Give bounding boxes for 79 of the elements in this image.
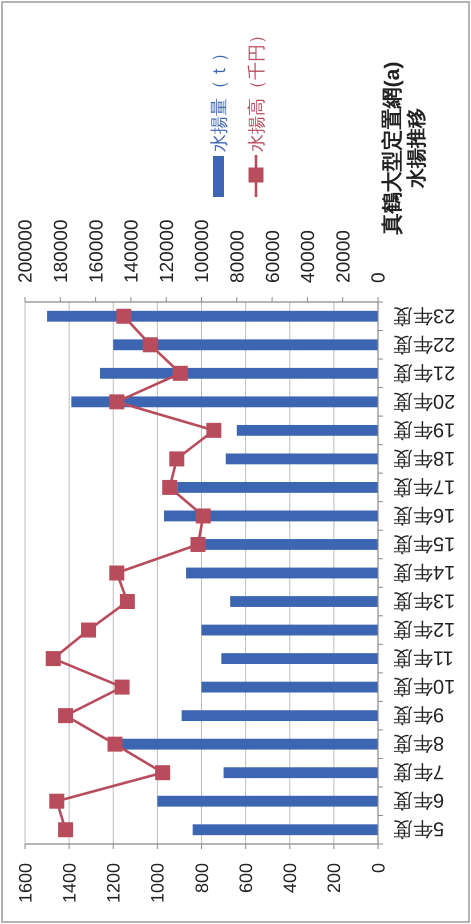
point xyxy=(49,794,64,809)
point xyxy=(58,822,74,838)
x-tick-label: 0 xyxy=(368,863,388,874)
x2-tick-label: 180000 xyxy=(50,220,72,283)
bar xyxy=(192,824,378,836)
point xyxy=(190,536,206,552)
point xyxy=(169,451,184,466)
chart-subtitle: 水揚推移 xyxy=(406,108,428,189)
y-tick-label: 10年度 xyxy=(393,675,456,698)
y-tick-label: 8年度 xyxy=(393,732,444,754)
bar xyxy=(221,653,378,664)
point xyxy=(120,594,135,610)
x2-tick-label: 80000 xyxy=(227,230,248,283)
y-tick-label: 15年度 xyxy=(393,532,456,554)
y-tick-label: 5年度 xyxy=(393,818,444,840)
y-tick-label: 11年度 xyxy=(393,646,454,669)
x2-tick-label: 200000 xyxy=(16,220,37,283)
point xyxy=(109,394,124,410)
x2-tick-label: 60000 xyxy=(262,230,284,283)
x-tick-label: 600 xyxy=(236,863,256,894)
y-tick-label: 20年度 xyxy=(393,390,456,412)
y-tick-label: 14年度 xyxy=(393,561,456,583)
point xyxy=(116,308,132,324)
bar xyxy=(122,738,378,750)
y-tick-label: 9年度 xyxy=(393,704,444,726)
x-tick-label: 1600 xyxy=(15,863,36,904)
bar xyxy=(236,424,378,436)
bar xyxy=(113,339,378,350)
point xyxy=(46,651,61,666)
bar xyxy=(182,710,378,722)
y-tick-label: 17年度 xyxy=(393,475,456,498)
y-tick-label: 21年度 xyxy=(393,361,456,384)
point xyxy=(58,708,74,724)
bar xyxy=(177,482,378,493)
x-tick-label: 200 xyxy=(324,863,344,894)
bar xyxy=(186,568,378,578)
point xyxy=(109,566,124,580)
bar xyxy=(47,310,378,322)
x2-tick-label: 160000 xyxy=(86,220,108,283)
x2-tick-label: 0 xyxy=(368,272,390,283)
x-tick-label: 800 xyxy=(192,863,212,894)
y-tick-label: 16年度 xyxy=(393,504,456,526)
bar xyxy=(202,624,378,636)
chart-title: 真鶴大型定置網(a) xyxy=(380,62,404,236)
y-tick-label: 7年度 xyxy=(393,760,444,783)
x2-tick-label: 100000 xyxy=(192,220,214,283)
point xyxy=(81,622,96,638)
y-tick-label: 18年度 xyxy=(393,446,456,469)
point xyxy=(172,366,188,381)
bar xyxy=(164,510,378,522)
y-tick-label: 23年度 xyxy=(393,304,456,326)
bar xyxy=(157,796,378,807)
x2-tick-label: 40000 xyxy=(298,230,320,283)
point xyxy=(108,736,123,752)
legend: 水揚量（ｔ） 水揚高（千円） xyxy=(208,26,266,197)
x-tick-label: 1400 xyxy=(59,863,80,904)
point xyxy=(114,680,130,695)
y-tick-label: 22年度 xyxy=(393,332,456,355)
bar xyxy=(230,596,378,607)
y-tick-label: 6年度 xyxy=(393,789,444,812)
x2-tick-label: 140000 xyxy=(122,220,143,283)
y-tick-label: 19年度 xyxy=(393,418,456,440)
y-tick-label: 13年度 xyxy=(393,590,456,612)
x-tick-label: 1200 xyxy=(104,863,124,904)
bar xyxy=(224,767,378,778)
bar xyxy=(226,453,378,464)
bar xyxy=(202,682,378,693)
x-tick-label: 1000 xyxy=(148,863,168,904)
y-tick-label: 12年度 xyxy=(393,618,456,640)
x2-tick-label: 20000 xyxy=(333,230,354,283)
x2-tick-label: 120000 xyxy=(156,220,178,283)
point xyxy=(196,508,211,524)
point xyxy=(155,765,170,780)
bar xyxy=(100,368,378,379)
x-tick-label: 400 xyxy=(280,863,300,894)
point xyxy=(142,337,158,352)
bar xyxy=(71,396,378,408)
point xyxy=(162,480,178,495)
point xyxy=(206,422,222,438)
